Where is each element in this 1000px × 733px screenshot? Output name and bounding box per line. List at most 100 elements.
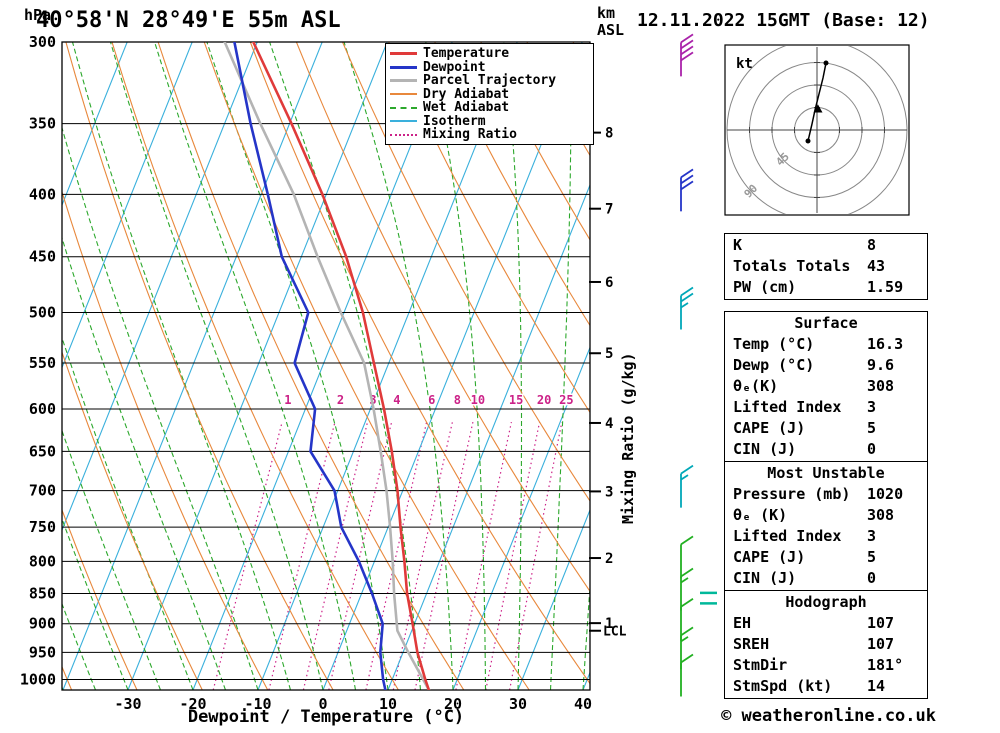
wind-barb — [680, 286, 694, 330]
stat-row: Pressure (mb) 1020 — [725, 484, 927, 505]
km-tick-label: 7 — [605, 202, 613, 218]
stat-value: 1.59 — [867, 278, 904, 296]
temperature-tick-labels: -30 -20 -10 0 10 20 30 40 — [114, 695, 592, 713]
temperature-axis-label: Dewpoint / Temperature (°C) — [187, 707, 465, 727]
km-tick-label: 5 — [605, 346, 613, 362]
stat-value: 308 — [867, 506, 895, 524]
legend-item: Wet Adiabat — [388, 101, 593, 115]
parcel-trajectory-curve — [223, 42, 431, 690]
wind-barb — [680, 535, 694, 579]
legend-item: Mixing Ratio — [388, 128, 593, 142]
pressure-tick-label: 650 — [29, 442, 56, 460]
dewpoint-curve — [233, 42, 387, 690]
legend-item: Parcel Trajectory — [388, 74, 593, 88]
legend-label: Temperature — [423, 46, 510, 62]
panel-indices: K 8 Totals Totals 43 PW (cm) 1.59 — [724, 233, 928, 300]
stat-row: CIN (J) 0 — [725, 439, 927, 460]
pressure-tick-label: 850 — [29, 584, 56, 602]
temp-tick-label: -10 — [244, 695, 271, 713]
legend-label: Mixing Ratio — [423, 127, 517, 143]
legend-swatch-dashed — [390, 106, 417, 109]
stat-row: Lifted Index 3 — [725, 397, 927, 418]
temp-tick-label: 10 — [379, 695, 397, 713]
stat-label: StmSpd (kt) — [733, 677, 833, 695]
panel-title: Hodograph — [785, 593, 867, 611]
legend-swatch-solid — [390, 79, 417, 83]
stat-label: Dewp (°C) — [733, 356, 815, 374]
stat-value: 181° — [867, 656, 904, 674]
pressure-tick-label: 800 — [29, 552, 56, 570]
legend-label: Dry Adiabat — [423, 86, 510, 102]
altitude-axis-unit-km-label: km — [597, 4, 616, 22]
mixing-ratio-labels: 1 2 3 4 6 8 10 15 20 25 — [283, 392, 575, 409]
legend-item: Dry Adiabat — [388, 88, 593, 102]
stat-value: 8 — [867, 236, 877, 254]
stat-label: PW (cm) — [733, 278, 797, 296]
temp-tick-label: 0 — [318, 695, 327, 713]
legend-label: Isotherm — [423, 113, 486, 129]
stat-value: 107 — [867, 635, 895, 653]
legend-item: Isotherm — [388, 115, 593, 129]
pressure-grid: 300 350 400 450 500 550 600 650 700 750 800 850 900 9… — [20, 33, 590, 689]
pressure-tick-label: 750 — [29, 518, 56, 536]
stat-label: θₑ(K) — [733, 377, 779, 395]
stat-label: Pressure (mb) — [733, 485, 851, 503]
km-tick-label: 2 — [605, 551, 613, 567]
pressure-tick-label: 550 — [29, 354, 56, 372]
stat-row: Totals Totals 43 — [725, 256, 927, 277]
hodograph-border — [724, 44, 910, 216]
stat-row: CIN (J) 0 — [725, 568, 927, 589]
temp-tick-label: 20 — [444, 695, 462, 713]
stat-value: 16.3 — [867, 335, 904, 353]
stat-row: θₑ(K) 308 — [725, 376, 927, 397]
pressure-tick-label: 300 — [29, 33, 56, 51]
stat-label: CIN (J) — [733, 440, 797, 458]
wind-barb — [680, 626, 694, 670]
stat-row: CAPE (J) 5 — [725, 418, 927, 439]
mixing-ratio-value-label: 2 — [337, 393, 344, 407]
km-tick-label: 6 — [605, 275, 613, 291]
stat-value: 14 — [867, 677, 886, 695]
legend-swatch-solid — [390, 65, 417, 69]
pressure-tick-label: 450 — [29, 248, 56, 266]
legend: Temperature Dewpoint Parcel Trajectory Dry … — [385, 43, 594, 145]
pressure-tick-label: 900 — [29, 615, 56, 633]
mixing-ratio-axis-label: Mixing Ratio (g/kg) — [619, 352, 637, 524]
isotherm-lines — [62, 42, 590, 690]
km-tick-label: 1 — [605, 616, 613, 632]
stat-value: 43 — [867, 257, 886, 275]
mixing-ratio-value-label: 6 — [428, 393, 435, 407]
stat-row: Lifted Index 3 — [725, 526, 927, 547]
stat-row: StmDir 181° — [725, 655, 927, 676]
legend-swatch-solid — [390, 120, 417, 123]
level-marks — [700, 591, 717, 605]
storm-motion-marker — [813, 104, 823, 113]
panel-title: Most Unstable — [767, 464, 885, 482]
km-tick-label: 3 — [605, 484, 613, 500]
legend-label: Dewpoint — [423, 59, 486, 75]
legend-swatch-solid — [390, 52, 417, 56]
pressure-tick-label: 400 — [29, 185, 56, 203]
wind-barb — [680, 33, 694, 77]
stat-label: Totals Totals — [733, 257, 851, 275]
stat-label: Lifted Index — [733, 398, 842, 416]
mixing-ratio-value-label: 4 — [393, 393, 400, 407]
km-tick-label: 4 — [605, 416, 613, 432]
stat-value: 1020 — [867, 485, 904, 503]
legend-swatch-solid — [390, 93, 417, 96]
legend-item: Dewpoint — [388, 61, 593, 75]
pressure-tick-label: 700 — [29, 482, 56, 500]
station-title: 40°58'N 28°49'E 55m ASL — [36, 8, 341, 33]
stat-row: EH 107 — [725, 613, 927, 634]
stat-value: 9.6 — [867, 356, 895, 374]
legend-label: Wet Adiabat — [423, 100, 510, 116]
stat-label: CIN (J) — [733, 569, 797, 587]
stat-label: K — [733, 236, 743, 254]
wind-barb — [680, 168, 694, 212]
stat-row: SREH 107 — [725, 634, 927, 655]
panel-title: Surface — [794, 314, 858, 332]
stat-label: EH — [733, 614, 752, 632]
temp-tick-label: 40 — [574, 695, 592, 713]
